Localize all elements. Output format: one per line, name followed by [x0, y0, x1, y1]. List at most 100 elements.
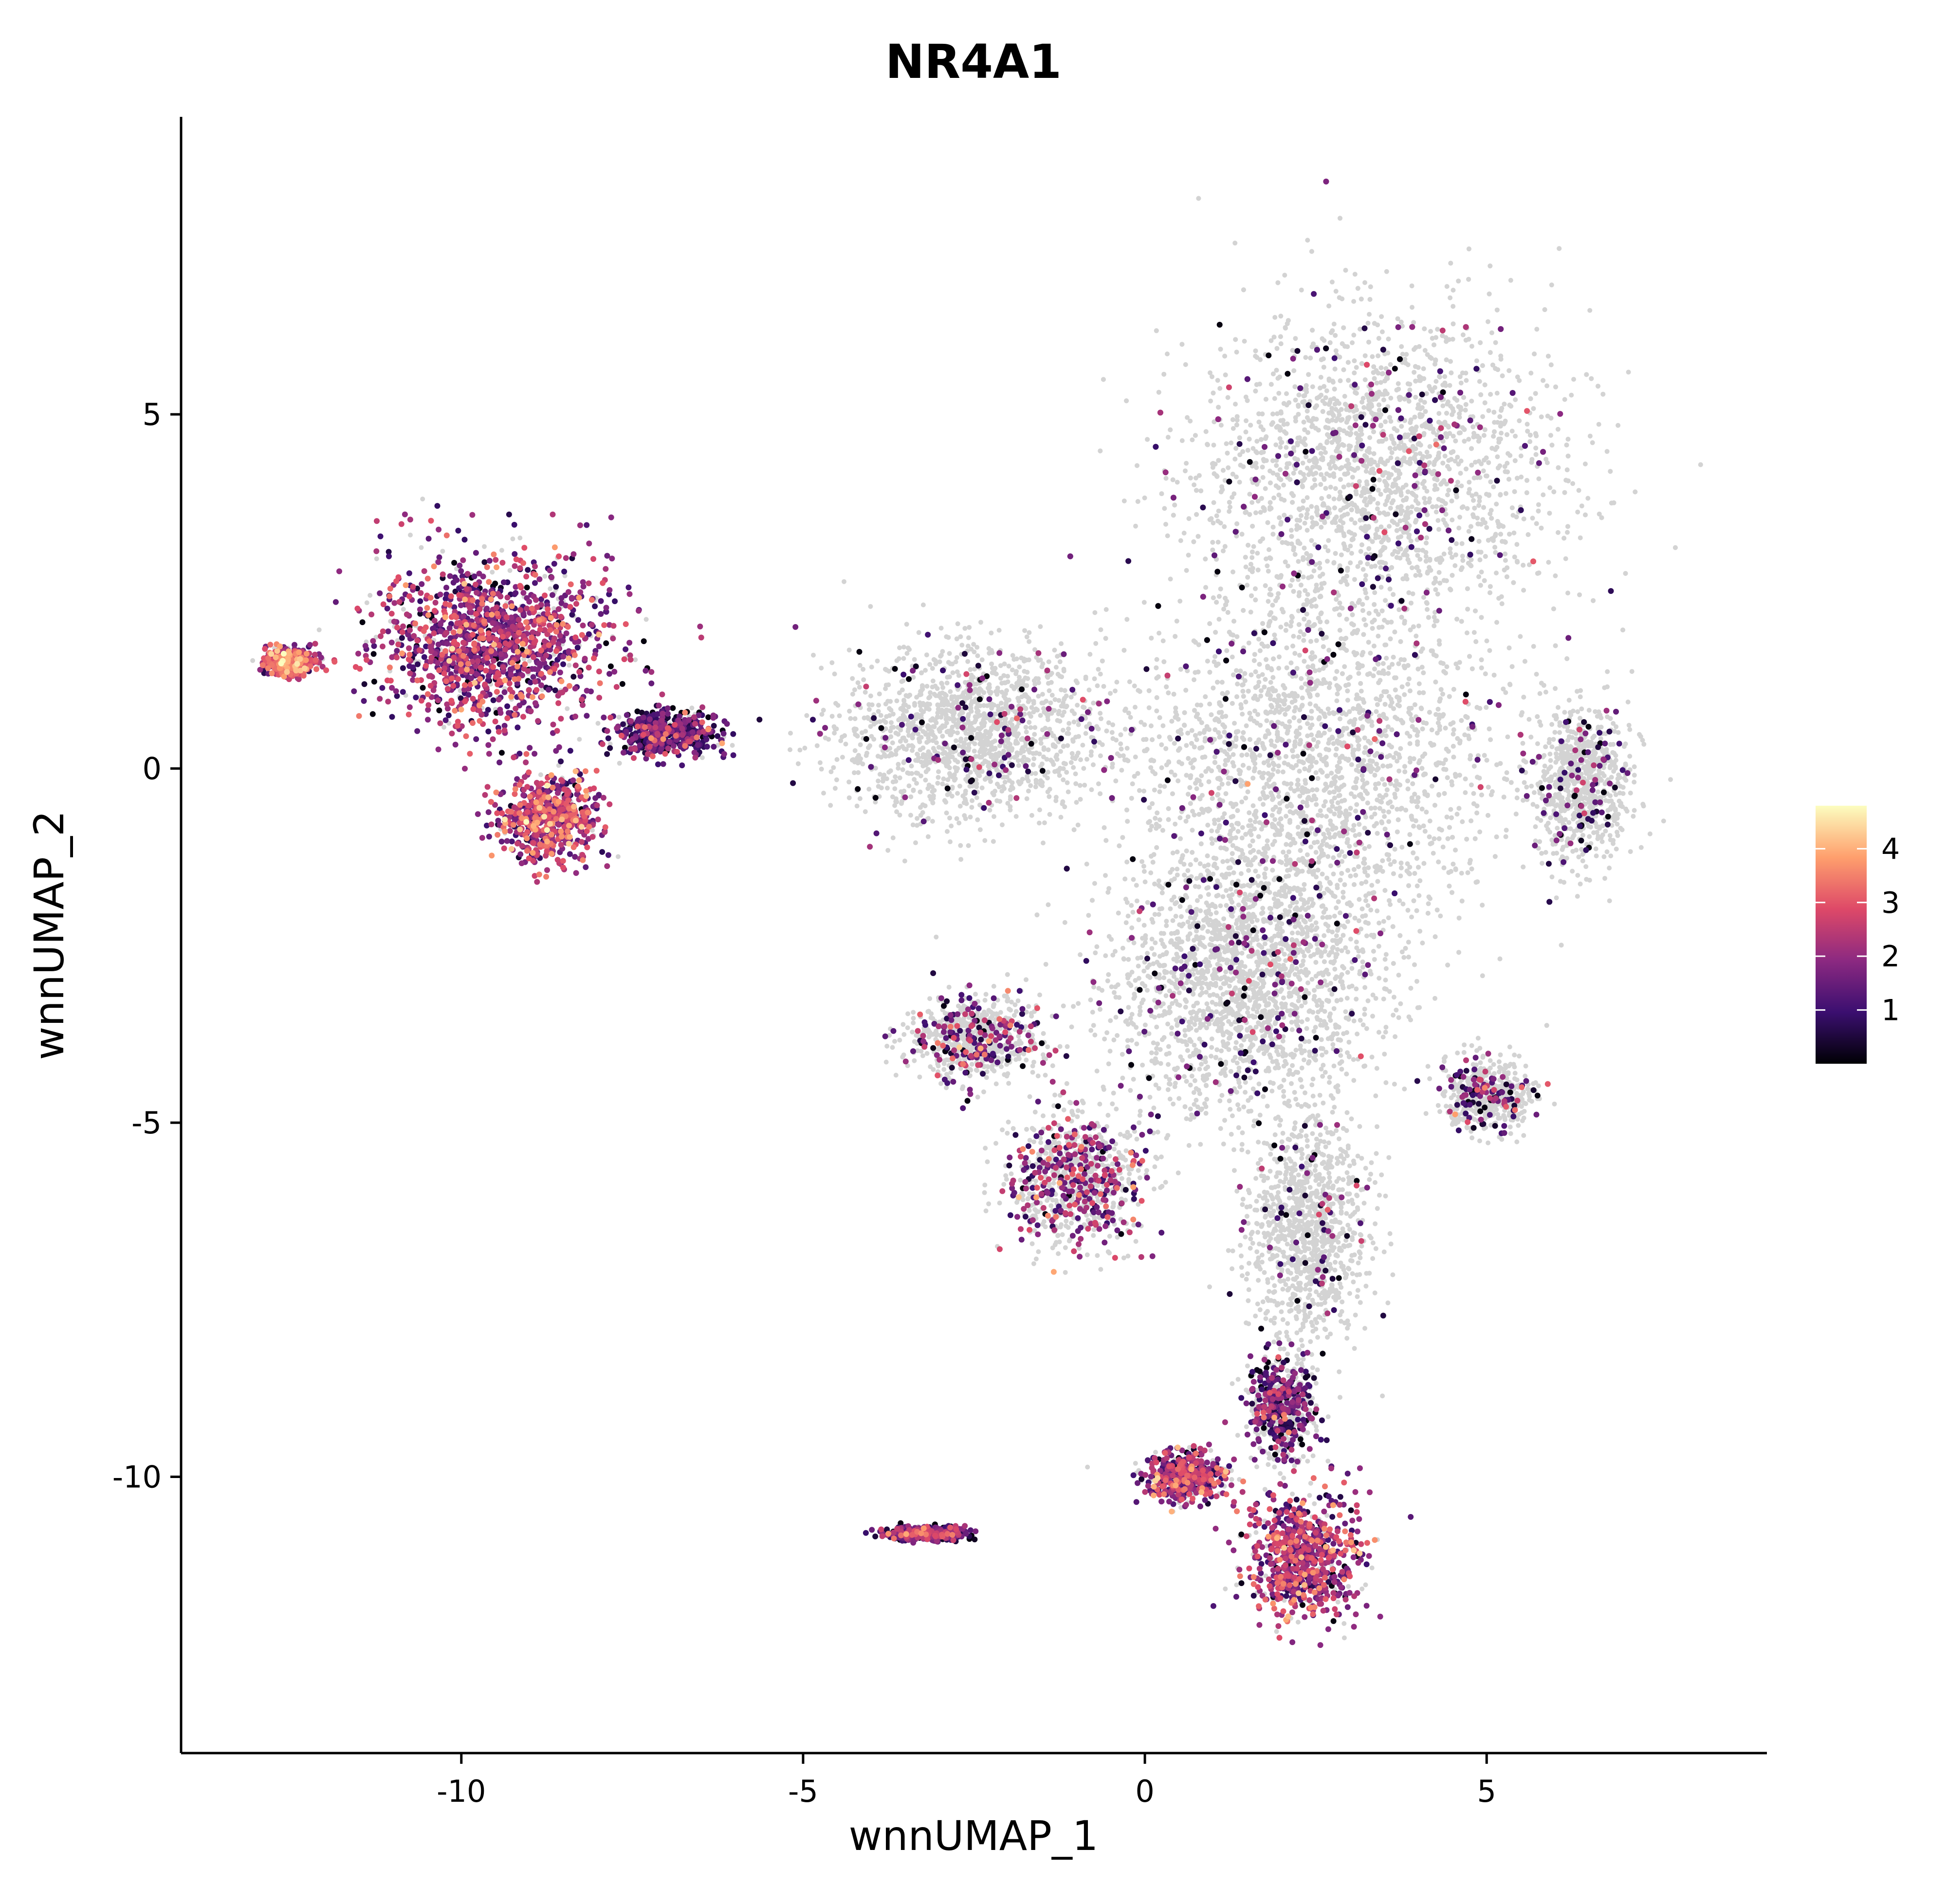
cell-point-unexpressed — [1430, 389, 1435, 394]
cell-point-unexpressed — [1091, 762, 1096, 767]
cell-point-unexpressed — [1471, 498, 1476, 503]
cell-point-unexpressed — [1050, 693, 1055, 698]
cell-point-unexpressed — [998, 676, 1003, 681]
cell-point-unexpressed — [999, 690, 1004, 695]
cell-point-unexpressed — [796, 761, 801, 766]
cell-point-unexpressed — [863, 690, 868, 695]
cell-point-unexpressed — [1254, 439, 1259, 444]
cell-point-unexpressed — [1345, 566, 1350, 571]
cell-point-unexpressed — [1432, 477, 1437, 481]
cell-point-unexpressed — [1261, 475, 1266, 480]
cell-point-unexpressed — [893, 775, 898, 779]
cell-point-unexpressed — [1065, 780, 1070, 785]
cell-point-unexpressed — [990, 666, 995, 671]
cell-point-unexpressed — [852, 687, 857, 692]
cell-point-unexpressed — [1428, 444, 1433, 449]
cell-point-unexpressed — [1366, 321, 1371, 326]
cell-point-unexpressed — [1359, 361, 1364, 366]
cell-point-unexpressed — [1244, 565, 1249, 570]
cell-point-unexpressed — [1363, 623, 1368, 628]
cell-point-unexpressed — [1272, 315, 1277, 320]
cell-point-unexpressed — [1234, 521, 1239, 526]
cell-point-unexpressed — [1570, 481, 1575, 486]
cell-point-unexpressed — [1293, 336, 1298, 341]
cell-point-unexpressed — [1366, 340, 1371, 345]
cell-point-unexpressed — [900, 744, 905, 749]
cell-point-unexpressed — [1295, 436, 1300, 441]
cell-point-unexpressed — [1470, 425, 1475, 429]
cell-point-unexpressed — [1127, 679, 1132, 684]
cell-point-unexpressed — [944, 721, 949, 725]
cell-point-unexpressed — [1340, 341, 1345, 346]
cell-point-unexpressed — [1414, 565, 1419, 570]
cell-point-unexpressed — [1493, 340, 1498, 345]
cell-point-unexpressed — [1385, 459, 1390, 463]
cell-point-unexpressed — [962, 626, 967, 631]
cell-point-unexpressed — [1184, 568, 1189, 573]
cell-point-unexpressed — [1413, 379, 1418, 384]
cell-point-unexpressed — [1006, 679, 1010, 684]
cell-point-unexpressed — [1396, 381, 1401, 386]
cell-point-unexpressed — [1550, 443, 1555, 447]
cell-point-unexpressed — [1585, 496, 1590, 501]
cell-point-unexpressed — [1467, 246, 1471, 251]
cell-point-unexpressed — [1059, 641, 1064, 646]
cell-point-unexpressed — [1332, 505, 1337, 510]
cell-point-unexpressed — [950, 785, 955, 790]
cell-point-unexpressed — [1356, 466, 1360, 471]
cell-point-unexpressed — [1038, 658, 1043, 663]
cell-point-unexpressed — [490, 570, 495, 574]
cell-point-unexpressed — [1489, 331, 1494, 335]
cell-point-unexpressed — [927, 783, 932, 788]
cell-point-unexpressed — [1266, 569, 1271, 573]
cell-point-unexpressed — [517, 536, 522, 540]
cell-point-unexpressed — [965, 694, 970, 699]
cell-point-unexpressed — [1541, 378, 1545, 383]
cell-point-unexpressed — [1069, 760, 1074, 765]
cell-point-unexpressed — [1283, 559, 1288, 564]
cell-point-unexpressed — [1215, 378, 1220, 383]
cell-point-unexpressed — [1194, 488, 1199, 493]
cell-point-unexpressed — [1514, 542, 1519, 547]
cell-point-unexpressed — [1029, 705, 1034, 710]
cell-point-unexpressed — [1274, 368, 1279, 373]
cell-point-unexpressed — [860, 730, 864, 735]
cell-point-unexpressed — [1029, 714, 1033, 719]
cell-point-unexpressed — [1119, 768, 1124, 773]
cell-point-unexpressed — [1479, 615, 1484, 620]
cell-point-unexpressed — [1303, 476, 1307, 481]
cell-point-unexpressed — [538, 772, 543, 777]
cell-point-unexpressed — [1234, 350, 1239, 354]
cell-point-unexpressed — [887, 713, 892, 718]
cell-point-unexpressed — [940, 685, 945, 690]
cell-point-unexpressed — [1496, 465, 1501, 470]
cell-point-unexpressed — [1216, 405, 1221, 410]
cell-point-unexpressed — [955, 730, 960, 735]
cell-point-unexpressed — [1395, 528, 1399, 533]
cell-point-unexpressed — [1444, 339, 1449, 344]
cell-point-unexpressed — [891, 835, 896, 840]
cell-point-unexpressed — [1278, 428, 1283, 433]
cell-point-unexpressed — [821, 708, 826, 713]
cell-point-unexpressed — [1445, 464, 1450, 469]
cell-point-unexpressed — [995, 685, 1000, 690]
cell-point-unexpressed — [1433, 379, 1438, 384]
cell-point-unexpressed — [1413, 364, 1418, 369]
cell-point-unexpressed — [903, 702, 908, 707]
cell-point-unexpressed — [900, 767, 905, 772]
cell-point-unexpressed — [1435, 518, 1440, 523]
cell-point-unexpressed — [1487, 292, 1492, 296]
cell-point-unexpressed — [931, 724, 936, 729]
cell-point-unexpressed — [1421, 366, 1426, 371]
cell-point-unexpressed — [1482, 433, 1487, 438]
cell-point-unexpressed — [1240, 532, 1245, 536]
cell-point-unexpressed — [1412, 370, 1416, 375]
cell-point-unexpressed — [1065, 703, 1069, 708]
cell-point-unexpressed — [577, 737, 582, 742]
cell-point-unexpressed — [1417, 374, 1422, 379]
cell-point-unexpressed — [1563, 556, 1568, 561]
cell-point-unexpressed — [1296, 403, 1301, 407]
cell-point-unexpressed — [1365, 449, 1370, 454]
cell-point-unexpressed — [1226, 610, 1231, 615]
cell-point-unexpressed — [1495, 454, 1500, 459]
